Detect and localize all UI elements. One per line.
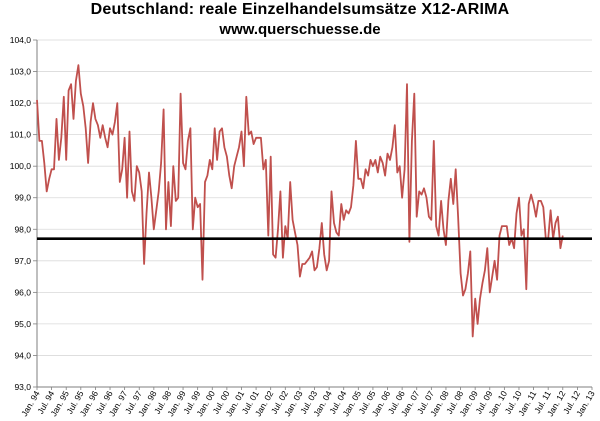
series-layer [36,64,564,338]
y-tick-label: 93,0 [14,382,31,392]
y-tick-label: 96,0 [14,287,31,297]
y-tick-label: 98,0 [14,224,31,234]
y-tick-label: 103,0 [10,67,32,77]
series-line [36,64,564,338]
chart-subtitle: www.querschuesse.de [219,21,381,38]
y-axis-tick-labels: 93,0 94,0 95,0 96,0 97,0 98,0 99,0 100,0 101,0 10… [10,35,32,392]
y-tick-label: 104,0 [10,35,32,45]
y-tick-label: 97,0 [14,256,31,266]
y-tick-label: 99,0 [14,193,31,203]
axes [33,39,593,390]
y-tick-label: 100,0 [10,161,32,171]
y-tick-label: 94,0 [14,350,31,360]
y-tick-label: 95,0 [14,319,31,329]
y-tick-label: 101,0 [10,130,32,140]
chart-title: Deutschland: reale Einzelhandelsumsätze … [90,1,510,18]
gridlines [37,39,592,388]
y-tick-label: 102,0 [10,98,32,108]
